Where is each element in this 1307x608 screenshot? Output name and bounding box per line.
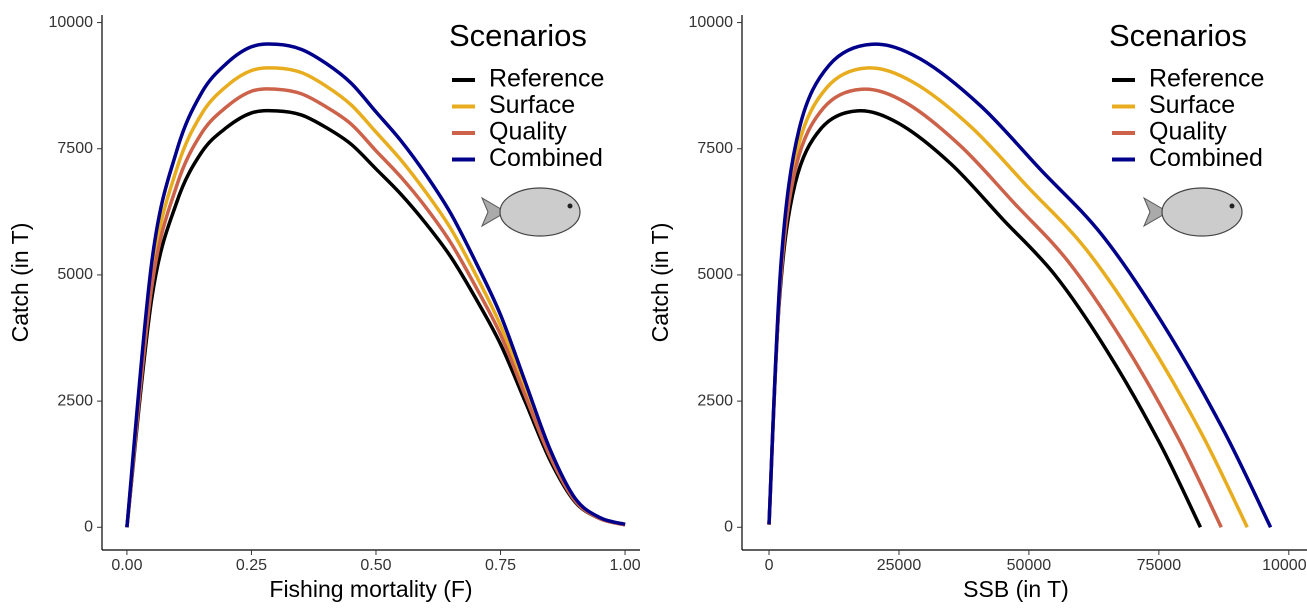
x-axis-label: SSB (in T) xyxy=(963,576,1069,602)
y-tick-label: 10000 xyxy=(689,14,734,31)
y-tick-label: 7500 xyxy=(57,140,93,157)
y-axis-label: Catch (in T) xyxy=(647,223,673,343)
y-tick-label: 10000 xyxy=(49,14,94,31)
x-tick-label: 1.00 xyxy=(609,557,640,574)
y-tick-label: 5000 xyxy=(697,266,733,283)
x-tick-label: 0.75 xyxy=(485,557,516,574)
fish-icon xyxy=(480,187,581,237)
y-tick-label: 2500 xyxy=(57,392,93,409)
legend-label: Combined xyxy=(489,144,603,172)
y-tick-label: 2500 xyxy=(697,392,733,409)
legend-label: Reference xyxy=(489,65,604,93)
x-axis-label: Fishing mortality (F) xyxy=(269,576,472,602)
y-tick-label: 7500 xyxy=(697,140,733,157)
legend-label: Surface xyxy=(1149,91,1235,119)
y-axis-label: Catch (in T) xyxy=(7,223,33,343)
x-tick-label: 0.00 xyxy=(111,557,142,574)
legend-label: Quality xyxy=(489,118,567,146)
series-line xyxy=(125,108,626,528)
legend-label: Surface xyxy=(489,91,575,119)
legend-label: Quality xyxy=(1149,118,1227,146)
fish-icon xyxy=(1142,187,1243,237)
y-tick-label: 0 xyxy=(84,519,93,536)
x-tick-label: 0.25 xyxy=(236,557,267,574)
series-line xyxy=(125,87,626,528)
legend-title: Scenarios xyxy=(449,18,587,53)
series-line xyxy=(125,42,626,528)
legend-label: Reference xyxy=(1149,65,1264,93)
y-tick-label: 0 xyxy=(724,519,733,536)
x-tick-label: 75000 xyxy=(1137,557,1182,574)
y-tick-label: 5000 xyxy=(57,266,93,283)
x-tick-label: 25000 xyxy=(877,557,922,574)
legend-title: Scenarios xyxy=(1109,18,1247,53)
x-tick-label: 0.50 xyxy=(360,557,391,574)
x-tick-label: 50000 xyxy=(1007,557,1052,574)
x-tick-label: 0 xyxy=(765,557,774,574)
series-line xyxy=(125,66,626,528)
legend-label: Combined xyxy=(1149,144,1263,172)
series-line xyxy=(767,42,1273,529)
